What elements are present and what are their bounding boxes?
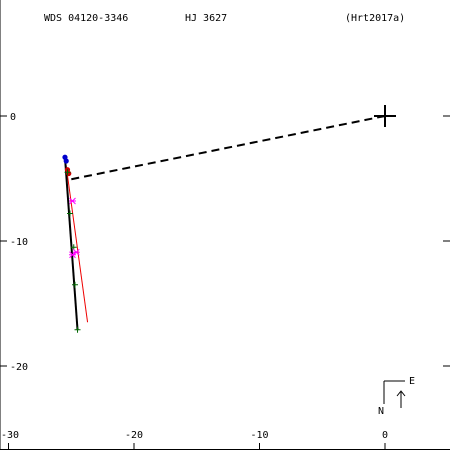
orbit-fit-line (63, 157, 79, 330)
linear-fit-line (64, 157, 89, 323)
data-point-plus (72, 281, 79, 288)
data-point-plus (74, 326, 81, 333)
x-tick-label: -10 (250, 430, 268, 441)
data-point-dot (66, 170, 72, 177)
discoverer-label: HJ 3627 (185, 13, 227, 24)
compass-east-label: E (409, 376, 415, 387)
x-tick-label: -30 (1, 430, 19, 441)
data-point-plus (66, 210, 73, 217)
compass-north-label: N (378, 406, 384, 417)
fit-lines (63, 115, 386, 330)
data-point-dot (63, 158, 69, 164)
y-tick-label: -20 (10, 362, 28, 373)
data-marks (62, 105, 396, 333)
north-arrow-head (396, 390, 406, 397)
axes: -30 -20 -10 0 0 -10 -20 (0, 112, 450, 450)
data-point-asterisk (72, 248, 80, 256)
data-point-plus (64, 169, 71, 176)
x-tick-label: 0 (382, 430, 388, 441)
wds-id-label: WDS 04120-3346 (44, 13, 128, 24)
compass: E N (378, 376, 415, 417)
y-tick-label: -10 (10, 237, 28, 248)
x-tick-label: -20 (125, 430, 143, 441)
connector-dashed-line (68, 115, 386, 181)
y-tick-label: 0 (10, 112, 16, 123)
reference-label: (Hrt2017a) (345, 13, 405, 24)
data-point-asterisk (69, 197, 77, 205)
